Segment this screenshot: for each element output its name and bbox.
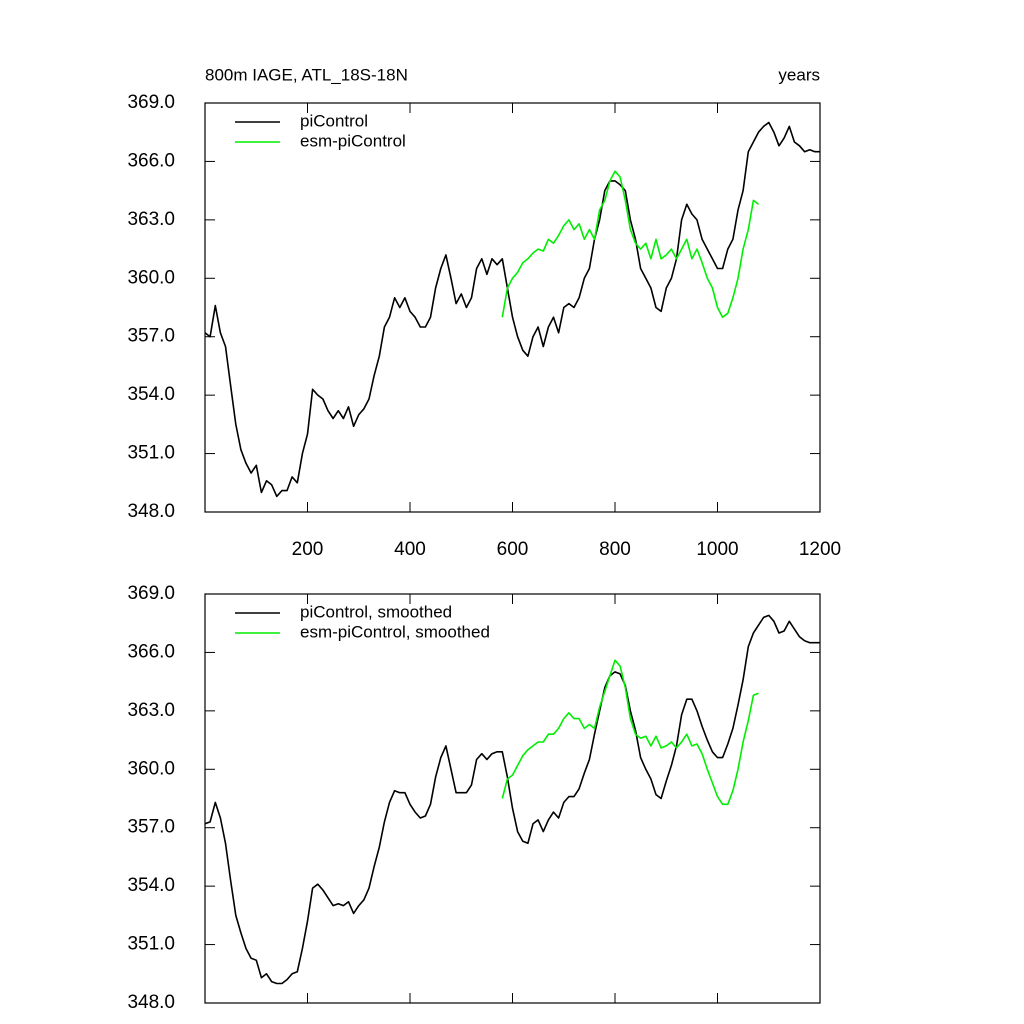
legend-label: esm-piControl, smoothed [300, 622, 490, 641]
legend-label: piControl [300, 111, 368, 130]
legend-label: esm-piControl [300, 131, 406, 150]
y-tick-label: 360.0 [127, 267, 175, 288]
legend-label: piControl, smoothed [300, 602, 452, 621]
y-tick-label: 369.0 [127, 583, 175, 604]
plot-frame [204, 593, 821, 1004]
y-tick-label: 366.0 [127, 641, 175, 662]
y-tick-label: 357.0 [127, 817, 175, 838]
y-tick-label: 360.0 [127, 758, 175, 779]
series-line [501, 659, 759, 806]
chart-title: 800m IAGE, ATL_18S-18N [205, 65, 408, 84]
y-tick-label: 354.0 [127, 875, 175, 896]
y-tick-label: 351.0 [127, 934, 175, 955]
y-tick-label: 348.0 [127, 501, 175, 522]
x-axis-label: years [778, 65, 820, 84]
x-tick-label: 600 [497, 539, 529, 560]
x-tick-label: 800 [599, 539, 631, 560]
series-line [204, 121, 820, 498]
y-tick-label: 366.0 [127, 150, 175, 171]
y-tick-label: 348.0 [127, 992, 175, 1013]
x-tick-label: 400 [394, 539, 426, 560]
y-tick-label: 363.0 [127, 209, 175, 230]
y-tick-label: 369.0 [127, 92, 175, 113]
series-line [501, 170, 759, 318]
y-tick-label: 354.0 [127, 384, 175, 405]
plot-frame [204, 102, 821, 513]
series-line [204, 614, 820, 985]
y-tick-label: 363.0 [127, 700, 175, 721]
x-tick-label: 1000 [696, 539, 738, 560]
x-tick-label: 1200 [799, 539, 841, 560]
y-tick-label: 357.0 [127, 326, 175, 347]
y-tick-label: 351.0 [127, 443, 175, 464]
x-tick-label: 200 [292, 539, 324, 560]
